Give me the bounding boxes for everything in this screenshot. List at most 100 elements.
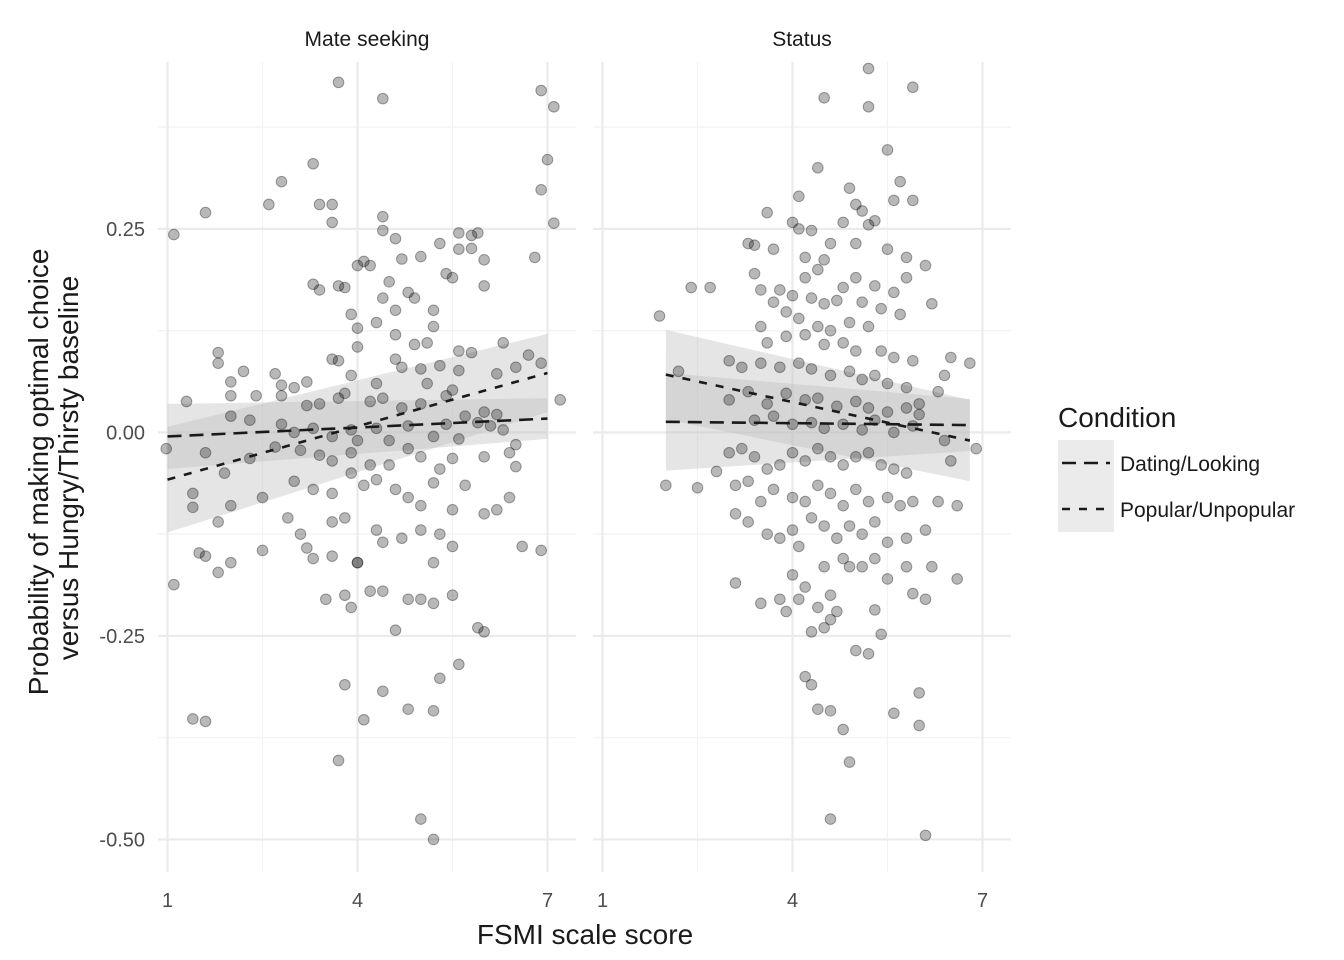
data-point [370,524,383,536]
data-point [491,367,503,380]
data-point [351,322,364,335]
data-point [742,475,754,488]
data-point [837,499,849,512]
data-point [541,153,554,166]
data-point [320,593,332,606]
data-point [932,385,944,398]
data-point [160,442,173,455]
data-point [818,338,830,351]
data-point [478,508,490,520]
data-point [294,444,307,457]
data-point [812,263,824,276]
data-point [761,337,773,349]
data-point [862,100,875,113]
data-point [818,92,830,104]
data-point [465,229,478,242]
data-point [729,577,742,589]
data-point [402,491,414,504]
data-point [812,162,824,174]
confidence-ribbon [167,333,548,533]
y-tick-label: -0.50 [99,829,145,851]
data-point [199,446,212,459]
data-point [358,713,370,726]
data-point [370,377,383,390]
y-axis-title: Probability of making optimal choice ver… [23,241,84,695]
data-point [434,528,446,540]
data-point [938,434,951,447]
data-point [850,271,862,284]
data-point [345,446,357,459]
data-point [869,214,881,227]
data-point [225,376,237,388]
data-point [881,243,894,256]
data-point [307,278,319,291]
data-point [339,387,351,400]
panel-status: Status 1 4 7 [593,28,1011,912]
data-point [301,376,313,388]
data-point [767,410,780,422]
data-point [881,377,894,390]
data-point [774,361,786,374]
data-point [831,532,843,545]
data-point [503,491,516,504]
data-point [856,560,868,573]
data-point [970,442,982,455]
data-point [742,385,754,398]
data-point [824,237,837,250]
data-point [767,243,780,256]
data-point [237,365,250,378]
data-point [377,392,389,405]
data-point [913,719,925,732]
data-point [427,304,440,317]
data-point [415,499,427,512]
data-point [818,254,830,266]
data-point [402,286,414,299]
data-point [408,292,421,304]
fit-line-dating-looking [665,420,970,427]
data-point [900,402,913,414]
data-point [364,585,376,597]
data-point [685,281,697,294]
data-point [415,398,427,410]
data-point [402,593,414,606]
data-point [843,316,856,329]
data-point [351,341,364,353]
data-point [812,442,824,455]
data-point [212,516,224,528]
data-point [824,487,837,500]
data-point [187,713,199,725]
data-point [326,487,338,500]
data-point [383,275,395,288]
data-point [351,556,364,569]
data-point [453,227,465,239]
data-point [421,337,433,349]
data-point [187,501,199,514]
data-point [307,552,319,565]
data-point [396,361,408,374]
data-point [465,346,478,359]
data-point [919,524,932,536]
data-point [881,573,894,585]
data-point [396,402,408,414]
data-point [774,593,786,606]
data-point [805,678,818,691]
data-point [453,433,465,445]
data-point [415,524,427,536]
data-point [761,398,773,410]
data-point [434,672,446,685]
data-point [837,216,849,229]
data-point [755,284,767,296]
data-point [389,353,402,365]
data-point [212,357,224,370]
data-point [837,723,849,736]
data-point [275,379,288,391]
data-point [548,100,560,113]
data-point [275,389,288,402]
data-point [907,495,919,508]
data-point [377,92,389,105]
data-point [434,237,446,250]
confidence-ribbon [167,398,548,470]
data-point [275,418,288,431]
data-point [774,532,786,545]
